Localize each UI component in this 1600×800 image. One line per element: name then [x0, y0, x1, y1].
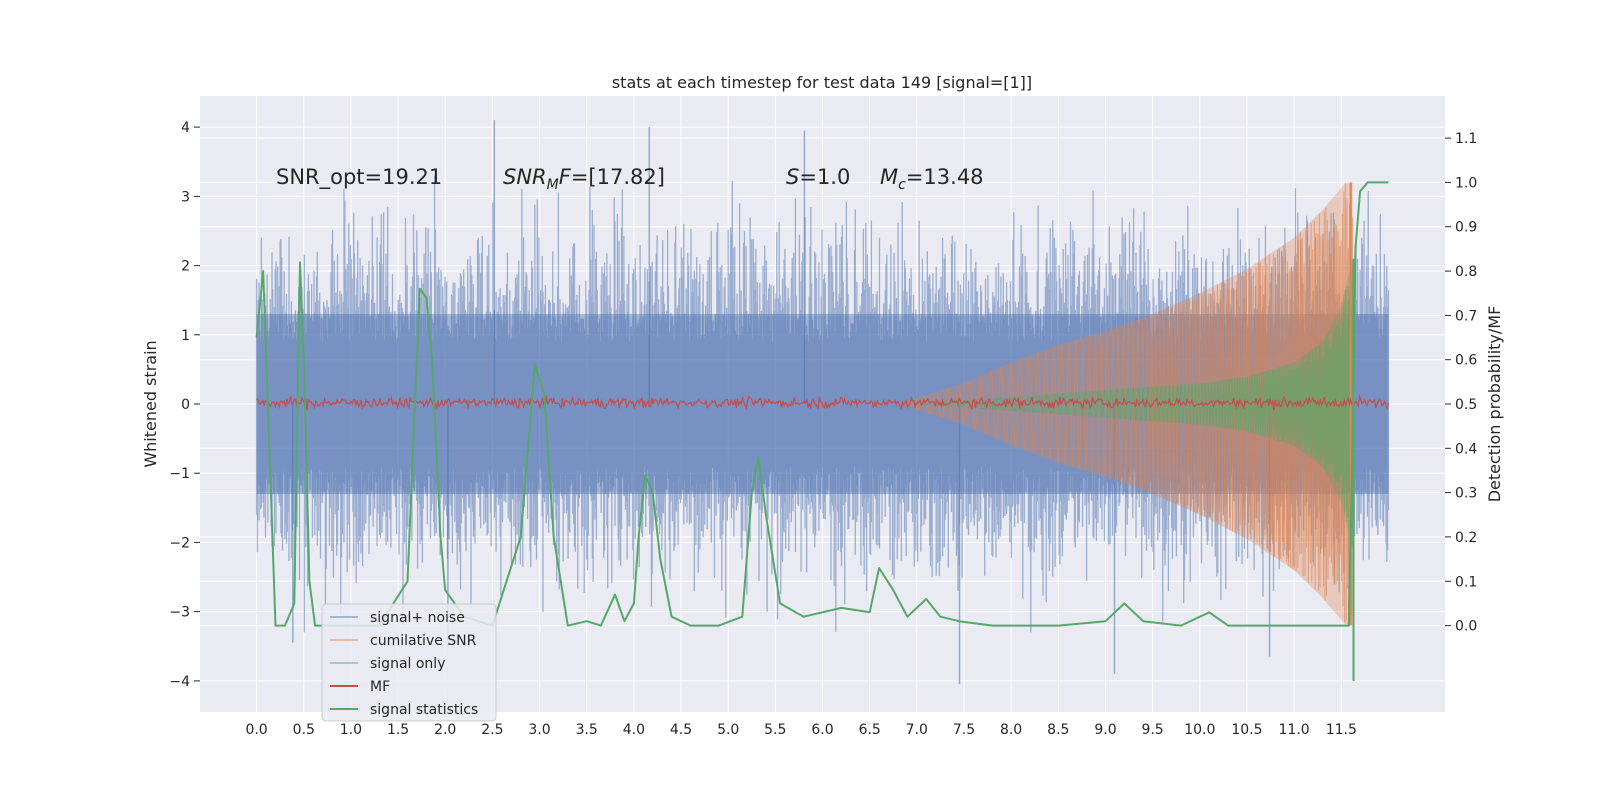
- x-tick-labels: 0.0 0.5 1.0 1.5 2.0 2.5 3.0 3.5 4.0 4.5 5.0 5.5 6.0 6…: [245, 722, 1356, 738]
- y-tick-label: −4: [169, 674, 190, 690]
- x-tick-label: 0.5: [293, 722, 315, 738]
- x-tick-label: 6.0: [811, 722, 833, 738]
- y-tick-label: 1: [181, 328, 190, 344]
- y-tick-label: 3: [181, 189, 190, 205]
- x-tick-label: 0.0: [245, 722, 267, 738]
- x-tick-label: 11.0: [1279, 722, 1310, 738]
- y2-axis-label: Detection probability/MF: [1485, 306, 1504, 503]
- y-tick-label: −1: [169, 466, 190, 482]
- y2-tick-label: 0.2: [1455, 530, 1477, 546]
- mf-trace: [256, 394, 1390, 412]
- y2-tick-labels: 0.0 0.1 0.2 0.3 0.4 0.5 0.6 0.7 0.8 0.9 1.0 1.1: [1445, 131, 1477, 635]
- x-tick-label: 8.5: [1047, 722, 1069, 738]
- y-tick-label: 2: [181, 259, 190, 275]
- x-tick-label: 8.0: [1000, 722, 1022, 738]
- y-tick-labels: −4 −3 −2 −1 0 1 2 3 4: [169, 120, 200, 690]
- y2-tick-label: 0.8: [1455, 264, 1477, 280]
- x-tick-label: 2.5: [481, 722, 503, 738]
- legend-label: MF: [370, 679, 390, 695]
- series-group: [255, 120, 1390, 685]
- y2-tick-label: 0.5: [1455, 397, 1477, 413]
- series-cumulative-snr-envelope: [898, 182, 1353, 626]
- y2-tick-label: 0.7: [1455, 308, 1477, 324]
- s-annotation: S=1.0: [786, 165, 850, 189]
- x-tick-label: 6.5: [859, 722, 881, 738]
- x-tick-label: 10.0: [1184, 722, 1215, 738]
- y-tick-label: 0: [181, 397, 190, 413]
- x-tick-label: 11.5: [1326, 722, 1357, 738]
- y-tick-label: −2: [169, 535, 190, 551]
- snr-opt-annotation: SNR_opt=19.21: [276, 165, 442, 190]
- x-tick-label: 7.5: [953, 722, 975, 738]
- y2-tick-label: 0.9: [1455, 220, 1477, 236]
- x-tick-label: 9.5: [1141, 722, 1163, 738]
- series-cumulative-snr-trace: [898, 182, 1354, 623]
- x-tick-label: 10.5: [1231, 722, 1262, 738]
- y-axis-label: Whitened strain: [141, 340, 160, 467]
- x-tick-label: 4.0: [623, 722, 645, 738]
- y2-tick-label: 0.1: [1455, 574, 1477, 590]
- y2-tick-label: 0.0: [1455, 619, 1477, 635]
- x-tick-label: 1.0: [340, 722, 362, 738]
- y-tick-label: −3: [169, 605, 190, 621]
- x-tick-label: 2.0: [434, 722, 456, 738]
- x-tick-label: 3.5: [576, 722, 598, 738]
- y2-tick-label: 1.1: [1455, 131, 1477, 147]
- x-tick-label: 1.5: [387, 722, 409, 738]
- legend-label: signal only: [370, 656, 445, 672]
- x-tick-label: 5.5: [764, 722, 786, 738]
- x-tick-label: 9.0: [1094, 722, 1116, 738]
- y2-tick-label: 0.3: [1455, 486, 1477, 502]
- legend: signal+ noise cumilative SNR signal only MF…: [321, 603, 497, 722]
- y2-tick-label: 0.4: [1455, 441, 1477, 457]
- legend-box: [321, 603, 497, 722]
- x-tick-label: 5.0: [717, 722, 739, 738]
- y2-tick-label: 0.6: [1455, 353, 1477, 369]
- legend-label: signal+ noise: [370, 610, 465, 626]
- x-tick-label: 3.0: [528, 722, 550, 738]
- series-cumulative-snr: [898, 182, 1354, 626]
- y-tick-label: 4: [181, 120, 190, 136]
- y2-tick-label: 1.0: [1455, 175, 1477, 191]
- mc-annotation: Mc=13.48: [880, 165, 984, 193]
- snr-mf-annotation: SNRMF=[17.82]: [503, 165, 665, 193]
- chart-title: stats at each timestep for test data 149…: [612, 73, 1032, 92]
- series-mf: [256, 394, 1390, 412]
- legend-label: signal statistics: [370, 702, 478, 718]
- legend-label: cumilative SNR: [370, 633, 477, 649]
- x-tick-label: 4.5: [670, 722, 692, 738]
- x-tick-label: 7.0: [906, 722, 928, 738]
